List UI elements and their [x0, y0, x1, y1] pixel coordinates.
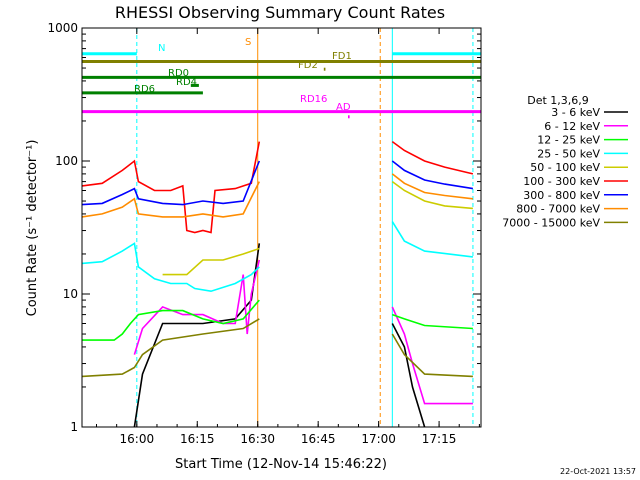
y-tick-label: 1 [70, 420, 78, 434]
series-line-3 [82, 299, 260, 341]
series-line-1 [391, 323, 426, 428]
flag-label-fd2: FD2 [298, 60, 318, 71]
series-line-7 [81, 160, 261, 206]
series-line-8 [81, 181, 261, 218]
legend-label-7: 300 - 800 keV [523, 189, 600, 202]
x-tick-label: 17:15 [422, 432, 457, 446]
y-tick-label: 100 [55, 154, 78, 168]
x-axis-label: Start Time (12-Nov-14 15:46:22) [175, 457, 387, 472]
legend-label-4: 25 - 50 keV [537, 147, 600, 160]
legend-label-3: 12 - 25 keV [537, 134, 600, 147]
series-line-8 [391, 173, 473, 200]
generation-timestamp: 22-Oct-2021 13:57 [560, 467, 636, 476]
series-line-7 [391, 160, 474, 190]
series-line-9 [81, 318, 260, 378]
series-line-9 [391, 333, 473, 378]
chart-title: RHESSI Observing Summary Count Rates [115, 3, 445, 22]
series-line-3 [392, 313, 473, 330]
flag-label-s: S [245, 37, 251, 48]
legend-label-2: 6 - 12 keV [544, 120, 600, 133]
flag-label-rd6: RD6 [134, 84, 155, 95]
legend-label-5: 50 - 100 keV [530, 161, 600, 174]
x-tick-label: 16:30 [240, 432, 275, 446]
flag-label-fd1: FD1 [332, 51, 352, 62]
axis-ticks: 16:00 16:15 16:30 16:45 17:00 17:15 1 10 100 1000 [47, 21, 481, 446]
series-line-5 [391, 180, 473, 210]
series-line-4 [391, 221, 473, 258]
y-axis-label: Count Rate (s⁻¹ detector⁻¹) [25, 140, 40, 317]
series-line-6 [391, 140, 474, 175]
flag-label-rd0: RD0 [168, 68, 189, 79]
series-line-4 [81, 242, 260, 293]
flag-label-n: N [158, 43, 165, 54]
x-tick-label: 16:00 [120, 432, 155, 446]
y-tick-label: 10 [63, 287, 78, 301]
x-tick-label: 16:45 [301, 432, 336, 446]
series-line-6 [81, 141, 261, 234]
y-tick-label: 1000 [47, 21, 78, 35]
flag-label-ad: AD [336, 102, 351, 113]
x-tick-label: 16:15 [180, 432, 215, 446]
flag-label-rd16: RD16 [300, 94, 327, 105]
legend-label-8: 800 - 7000 keV [516, 203, 600, 216]
legend-title: Det 1,3,6,9 [527, 94, 589, 107]
series-line-5 [162, 247, 260, 276]
legend-label-6: 100 - 300 keV [523, 175, 600, 188]
plot-frame [81, 27, 482, 428]
flag-label-rd4: RD4 [176, 77, 197, 88]
legend-label-9: 7000 - 15000 keV [502, 216, 600, 229]
legend-label-1: 3 - 6 keV [551, 106, 600, 119]
x-tick-label: 17:00 [361, 432, 396, 446]
